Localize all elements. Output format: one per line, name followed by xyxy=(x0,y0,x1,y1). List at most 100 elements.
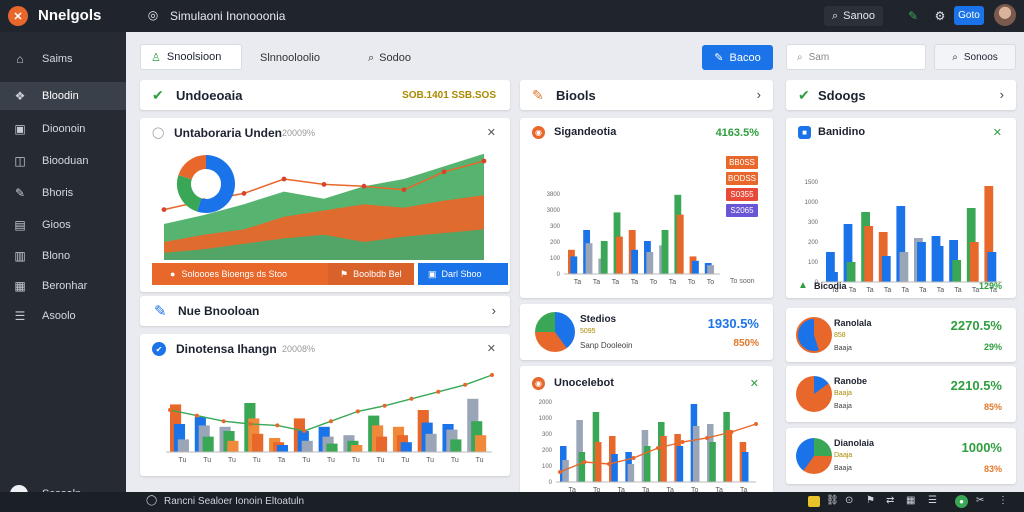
x-tick-label: Tu xyxy=(253,457,261,464)
primary-button[interactable]: ✎ Bacoo xyxy=(702,45,773,70)
tab-sodoo[interactable]: ⌕ Sodoo xyxy=(368,52,411,65)
x-tick-label: To xyxy=(707,279,715,286)
x-tick-label: Ta xyxy=(831,287,839,294)
mini-card-dianolaia[interactable]: Dianolaia Daaja Baaja 1000% 83% xyxy=(786,428,1016,484)
y-tick-label: 200 xyxy=(542,448,553,454)
header-undoeoaia[interactable]: ✔ Undoeoaia SOB.1401 SSB.SOS xyxy=(140,80,510,110)
collapse-icon[interactable]: ✕ xyxy=(992,127,1002,139)
mini-sub: 29% xyxy=(983,342,1002,352)
collapse-icon[interactable]: ✕ xyxy=(486,127,496,139)
folder-icon[interactable] xyxy=(808,496,820,507)
primary-button-label: Bacoo xyxy=(729,51,761,64)
bar xyxy=(725,430,733,482)
area-trend-point xyxy=(481,158,487,164)
play-icon[interactable]: ⊙ xyxy=(845,495,854,506)
sidebar-item-saims[interactable]: ⌂ Saims xyxy=(0,45,126,73)
mini-pie-chart xyxy=(796,376,832,412)
settings-icon[interactable]: ⚙ xyxy=(934,9,946,23)
area-button-1[interactable]: ● Soloooes Bioengs ds Stoo xyxy=(152,263,328,285)
ranking-chart: Ta Ta Ta Ta Ta Ta Ta Ta Ta Ta 0 100 200 300 1000 1500 xyxy=(805,180,1002,294)
sidebar-item-label: Bloodin xyxy=(42,90,79,102)
legend-tag: BB0SS xyxy=(726,156,758,169)
bar xyxy=(326,443,338,452)
trend-point xyxy=(221,419,226,424)
check-icon: ✔ xyxy=(152,87,164,103)
y-tick-label: 300 xyxy=(808,220,819,226)
y-tick-label: 100 xyxy=(808,260,819,266)
bar xyxy=(594,442,602,482)
notification-icon[interactable]: ✎ xyxy=(907,9,919,23)
x-tick-label: Tu xyxy=(476,457,484,464)
card-title: Dinotensa Ihangn xyxy=(176,342,277,356)
go-button[interactable]: Goto xyxy=(954,6,984,25)
mini-card-ranolala[interactable]: Ranolala 858 Baaja 2270.5% 29% xyxy=(786,308,1016,362)
flag-icon[interactable]: ⚑ xyxy=(866,495,875,506)
sidebar-item-asoolo[interactable]: ☰ Asoolo xyxy=(0,302,126,330)
y-tick-label: 300 xyxy=(550,224,561,230)
x-tick-label: Ta xyxy=(884,287,892,294)
collapse-icon[interactable]: ✕ xyxy=(486,343,496,355)
sidebar-item-bloodin[interactable]: ❖ Bloodin xyxy=(0,82,126,110)
card-distribution: ✔ Dinotensa Ihangn 20008% ✕ Tu Tu Tu Tu Ta Tu… xyxy=(140,334,510,476)
home-icon: ⌂ xyxy=(16,52,24,66)
sidebar-item-gioos[interactable]: ▤ Gioos xyxy=(0,211,126,239)
online-icon[interactable]: ● xyxy=(955,495,968,508)
box-icon: ▣ xyxy=(428,268,437,279)
mini-value: 2270.5% xyxy=(950,318,1002,333)
search-label: Sanoo xyxy=(843,10,875,22)
ranking-footer: Bicodia xyxy=(814,281,847,291)
mini-card-ranobe[interactable]: Ranobe Baaja Baaja 2210.5% 85% xyxy=(786,366,1016,422)
back-icon[interactable]: ◎ xyxy=(147,8,159,22)
bar xyxy=(643,446,651,482)
sonoos-button[interactable]: ⌕ Sonoos xyxy=(934,44,1016,70)
sidebar-item-biooduan[interactable]: ◫ Biooduan xyxy=(0,147,126,175)
y-tick-label: 2000 xyxy=(539,400,553,406)
tool-icon[interactable]: ✂ xyxy=(976,495,985,506)
area-series-2 xyxy=(164,229,484,260)
x-tick-label: Ta xyxy=(901,287,909,294)
grid-icon[interactable]: ▦ xyxy=(906,495,916,506)
x-tick-label: Ta xyxy=(278,457,286,464)
x-tick-label: Tu xyxy=(426,457,434,464)
area-trend-point xyxy=(361,183,367,189)
header-sdoogs[interactable]: ✔ Sdoogs › xyxy=(786,80,1016,110)
x-tick-label: Tu xyxy=(451,457,459,464)
sidebar-item-beronhar[interactable]: ▦ Beronhar xyxy=(0,272,126,300)
status-sub1: 5095 xyxy=(580,328,596,335)
y-tick-label: 1000 xyxy=(539,416,553,422)
area-button-3[interactable]: ▣ Darl Sboo xyxy=(418,263,508,285)
header-biools[interactable]: ✎ Biools › xyxy=(520,80,773,110)
sidebar-item-label: Beronhar xyxy=(42,280,88,292)
avatar[interactable] xyxy=(994,4,1016,26)
sidebar-item-blono[interactable]: ▥ Blono xyxy=(0,242,126,270)
ranking-footer-value: 129% xyxy=(978,281,1002,291)
search-input[interactable]: ⌕ Sam xyxy=(786,44,926,70)
mini-line1: 858 xyxy=(834,332,846,339)
tab-snoolsioon[interactable]: ♙ Snoolsioon xyxy=(140,44,242,70)
bar xyxy=(952,260,962,282)
mini-value: 2210.5% xyxy=(950,378,1002,393)
collapse-icon[interactable]: ✕ xyxy=(749,378,759,390)
header-value: SOB.1401 SSB.SOS xyxy=(402,90,496,101)
sidebar-item-bhoris[interactable]: ✎ Bhoris xyxy=(0,179,126,207)
area-button-2[interactable]: ⚑ Boolbdb Bel xyxy=(328,263,414,285)
x-tick-label: To xyxy=(650,279,658,286)
row-nue-bnooloan[interactable]: ✎ Nue Bnooloan › xyxy=(140,296,510,326)
y-tick-label: 200 xyxy=(808,240,819,246)
trend-point xyxy=(194,413,199,418)
search-button[interactable]: ⌕ Sanoo xyxy=(824,6,883,26)
search-icon: ⌕ xyxy=(952,51,958,63)
pen-icon: ✎ xyxy=(154,303,167,320)
sidebar-item-dioonoin[interactable]: ▣ Dioonoin xyxy=(0,115,126,143)
x-tick-label: Tu xyxy=(327,457,335,464)
link-icon[interactable]: ⛓ xyxy=(826,495,839,506)
x-tick-label: Tu xyxy=(178,457,186,464)
y-tick-label: 1500 xyxy=(805,180,819,186)
menu-icon[interactable]: ☰ xyxy=(928,495,937,506)
tab-slnnooloolio[interactable]: Slnnooloolio xyxy=(260,52,320,64)
share-icon[interactable]: ⇄ xyxy=(886,495,895,506)
options-icon[interactable]: ⋮ xyxy=(998,495,1008,506)
x-tick-label: Ta xyxy=(989,287,997,294)
target-icon: ◉ xyxy=(532,126,545,139)
header-title: Undoeoaia xyxy=(176,88,243,103)
